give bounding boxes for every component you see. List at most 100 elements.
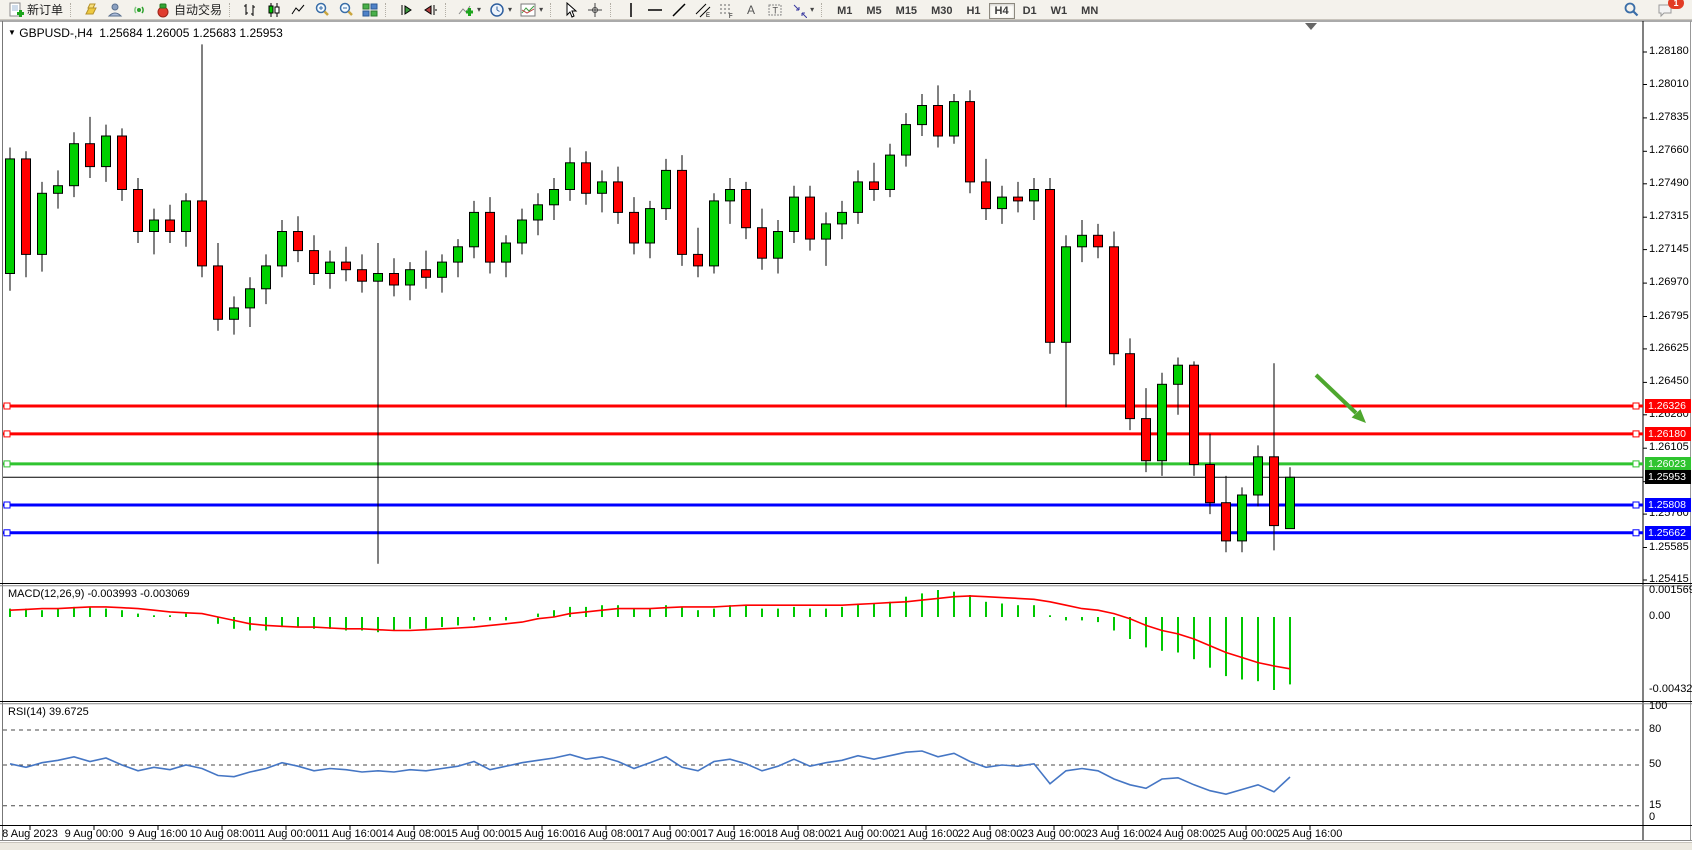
timeframe-buttons-group: M1 M5 M15 M30 H1 H4 D1 W1 MN xyxy=(830,1,1105,19)
signals-button[interactable] xyxy=(127,1,151,19)
chart-shift-marker-icon[interactable] xyxy=(1305,23,1317,30)
periods-menu-button[interactable]: ▾ xyxy=(485,1,516,19)
price-tick-label: 1.27490 xyxy=(1649,176,1689,189)
arrow-shapes-icon xyxy=(791,2,808,18)
zoom-in-button[interactable] xyxy=(310,1,334,19)
date-label: 16 Aug 08:00 xyxy=(573,828,639,840)
auto-scroll-icon xyxy=(398,2,414,18)
hline-price-badge: 1.26180 xyxy=(1645,426,1691,441)
horizontal-line-tool-button[interactable] xyxy=(643,1,667,19)
svg-text:T: T xyxy=(773,5,779,15)
timeframe-button-w1[interactable]: W1 xyxy=(1050,4,1068,17)
date-label: 21 Aug 00:00 xyxy=(829,828,895,840)
collapse-triangle-icon[interactable]: ▼ xyxy=(8,28,16,37)
ohlc-values-label: 1.25684 1.26005 1.25683 1.25953 xyxy=(99,26,283,40)
trendline-tool-button[interactable] xyxy=(667,1,691,19)
zoom-out-button[interactable] xyxy=(334,1,358,19)
tile-windows-icon xyxy=(362,2,378,18)
rsi-tick-label: 15 xyxy=(1649,798,1662,811)
line-chart-mode-button[interactable] xyxy=(286,1,310,19)
toolbar-separator xyxy=(445,2,451,17)
line-handle-left[interactable] xyxy=(3,430,11,438)
cursor-tool-button[interactable] xyxy=(559,1,583,19)
indicators-menu-button[interactable]: ▾ xyxy=(454,1,485,19)
line-handle-right[interactable] xyxy=(1632,402,1640,410)
rsi-indicator xyxy=(3,729,1643,807)
line-handle-right[interactable] xyxy=(1632,430,1640,438)
line-handle-left[interactable] xyxy=(3,529,11,537)
price-tick-label: 1.26625 xyxy=(1649,341,1689,354)
auto-scroll-button[interactable] xyxy=(394,1,418,19)
line-handle-left[interactable] xyxy=(3,402,11,410)
horizontal-line-icon xyxy=(647,2,663,18)
text-label-tool-button[interactable]: T xyxy=(763,1,787,19)
date-label: 17 Aug 16:00 xyxy=(701,828,767,840)
candlestick-icon xyxy=(266,2,282,18)
price-tick-label: 1.27315 xyxy=(1649,210,1689,223)
search-button[interactable] xyxy=(1619,1,1643,19)
date-label: 15 Aug 00:00 xyxy=(445,828,511,840)
line-handle-left[interactable] xyxy=(3,460,11,468)
timeframe-button-m30[interactable]: M30 xyxy=(931,4,953,17)
svg-text:A: A xyxy=(747,3,755,17)
date-label: 10 Aug 08:00 xyxy=(189,828,255,840)
broadcast-icon xyxy=(131,2,147,18)
line-handle-left[interactable] xyxy=(3,501,11,509)
search-icon xyxy=(1623,2,1639,18)
date-label: 14 Aug 08:00 xyxy=(381,828,447,840)
candlestick-mode-button[interactable] xyxy=(262,1,286,19)
bar-chart-mode-button[interactable] xyxy=(238,1,262,19)
chart-shift-button[interactable] xyxy=(418,1,442,19)
line-handle-right[interactable] xyxy=(1632,460,1640,468)
rsi-indicator-label: RSI(14) 39.6725 xyxy=(8,706,89,718)
date-label: 11 Aug 16:00 xyxy=(317,828,383,840)
rsi-tick-label: 0 xyxy=(1649,811,1656,823)
toolbar-separator xyxy=(70,2,76,17)
line-handle-right[interactable] xyxy=(1632,501,1640,509)
vertical-line-tool-button[interactable] xyxy=(619,1,643,19)
timeframe-button-h1[interactable]: H1 xyxy=(966,4,981,17)
price-tick-label: 1.26105 xyxy=(1649,441,1689,454)
account-button[interactable] xyxy=(103,1,127,19)
tile-windows-button[interactable] xyxy=(358,1,382,19)
deposit-gold-button[interactable] xyxy=(79,1,103,19)
dropdown-caret-icon: ▾ xyxy=(810,4,815,14)
new-order-label: 新订单 xyxy=(27,3,64,17)
line-handle-right[interactable] xyxy=(1632,529,1640,537)
shapes-menu-button[interactable]: ▾ xyxy=(787,1,818,19)
crosshair-tool-button[interactable] xyxy=(583,1,607,19)
timeframe-button-mn[interactable]: MN xyxy=(1081,4,1099,17)
toolbar-separator xyxy=(385,2,391,17)
macd-indicator xyxy=(9,590,1291,690)
price-tick-label: 1.27145 xyxy=(1649,242,1689,255)
clock-icon xyxy=(489,2,505,18)
price-tick-label: 1.26795 xyxy=(1649,309,1689,322)
channel-tool-button[interactable]: E xyxy=(691,1,715,19)
toolbar-separator xyxy=(550,2,556,17)
trend-arrow-annotation[interactable] xyxy=(1314,373,1366,423)
autotrade-icon xyxy=(155,2,171,18)
timeframe-button-h4[interactable]: H4 xyxy=(988,2,1015,19)
timeframe-button-d1[interactable]: D1 xyxy=(1022,4,1037,17)
rsi-tick-label: 50 xyxy=(1649,758,1662,770)
text-icon: A xyxy=(743,2,759,18)
date-label: 21 Aug 16:00 xyxy=(893,828,959,840)
timeframe-button-m5[interactable]: M5 xyxy=(866,4,882,17)
templates-menu-button[interactable]: ▾ xyxy=(516,1,547,19)
new-order-button[interactable]: 新订单 xyxy=(4,1,67,19)
price-tick-label: 1.28180 xyxy=(1649,45,1689,57)
timeframe-button-m15[interactable]: M15 xyxy=(895,4,918,17)
chat-button[interactable]: 1 xyxy=(1653,0,1684,19)
timeframe-button-m1[interactable]: M1 xyxy=(837,4,853,17)
fibonacci-tool-button[interactable]: F xyxy=(715,1,739,19)
autotrade-button[interactable]: 自动交易 xyxy=(151,1,226,19)
line-chart-icon xyxy=(290,2,306,18)
macd-tick-label: 0.00 xyxy=(1649,610,1671,622)
chart-template-icon xyxy=(520,2,536,18)
text-tool-button[interactable]: A xyxy=(739,1,763,19)
autotrade-label: 自动交易 xyxy=(174,3,223,17)
hline-price-badge: 1.26326 xyxy=(1645,399,1691,413)
